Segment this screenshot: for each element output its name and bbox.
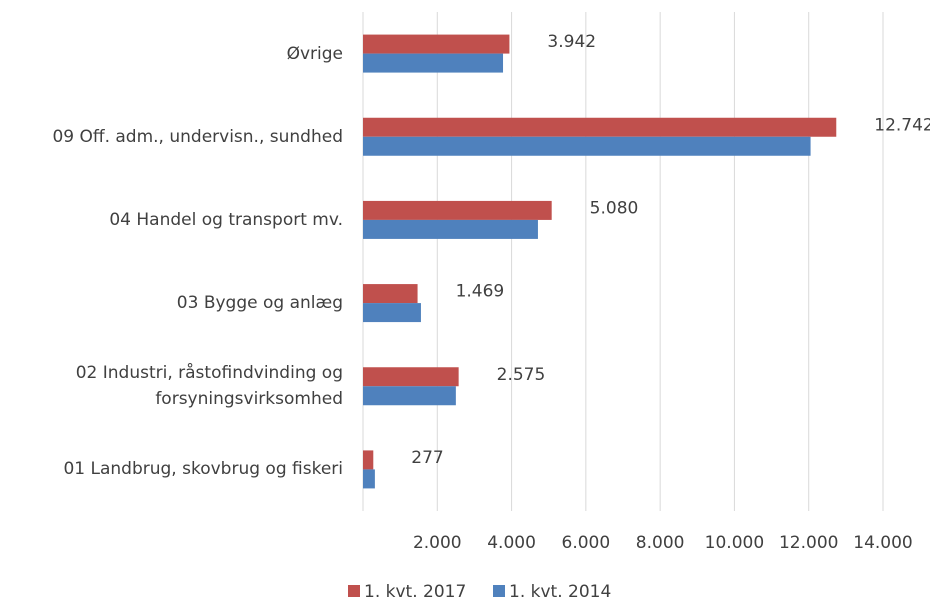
x-tick-label: 14.000 bbox=[853, 533, 912, 553]
data-label: 277 bbox=[411, 448, 443, 468]
category-label: 04 Handel og transport mv. bbox=[109, 209, 343, 230]
bar bbox=[363, 136, 811, 156]
category-label: 01 Landbrug, skovbrug og fiskeri bbox=[63, 459, 343, 480]
bar bbox=[363, 117, 837, 137]
data-label: 3.942 bbox=[547, 32, 596, 52]
category-label: Øvrige bbox=[286, 43, 343, 64]
x-tick-label: 12.000 bbox=[779, 533, 838, 553]
x-tick-label: 6.000 bbox=[562, 533, 611, 553]
bar bbox=[363, 367, 459, 387]
bar bbox=[363, 469, 375, 489]
category-label: 02 Industri, råstofindvinding og forsyni… bbox=[75, 363, 343, 410]
legend-label: 1. kvt. 2017 bbox=[364, 582, 466, 602]
bar bbox=[363, 303, 421, 323]
data-label: 1.469 bbox=[456, 282, 505, 302]
bar bbox=[363, 284, 418, 304]
bar bbox=[363, 219, 538, 239]
category-label: 09 Off. adm., undervisn., sundhed bbox=[52, 126, 343, 147]
data-label: 5.080 bbox=[590, 198, 639, 218]
bar bbox=[363, 450, 374, 470]
legend-swatch bbox=[348, 585, 360, 597]
legend-label: 1. kvt. 2014 bbox=[509, 582, 611, 602]
data-label: 12.742 bbox=[874, 115, 930, 135]
bar bbox=[363, 53, 504, 73]
x-tick-label: 2.000 bbox=[413, 533, 462, 553]
x-tick-label: 8.000 bbox=[636, 533, 685, 553]
x-tick-label: 10.000 bbox=[705, 533, 764, 553]
bar bbox=[363, 34, 510, 54]
data-label: 2.575 bbox=[497, 365, 546, 385]
legend-swatch bbox=[493, 585, 505, 597]
x-tick-label: 4.000 bbox=[487, 533, 536, 553]
bar bbox=[363, 200, 552, 220]
bar bbox=[363, 386, 456, 406]
category-label: 03 Bygge og anlæg bbox=[176, 293, 343, 314]
